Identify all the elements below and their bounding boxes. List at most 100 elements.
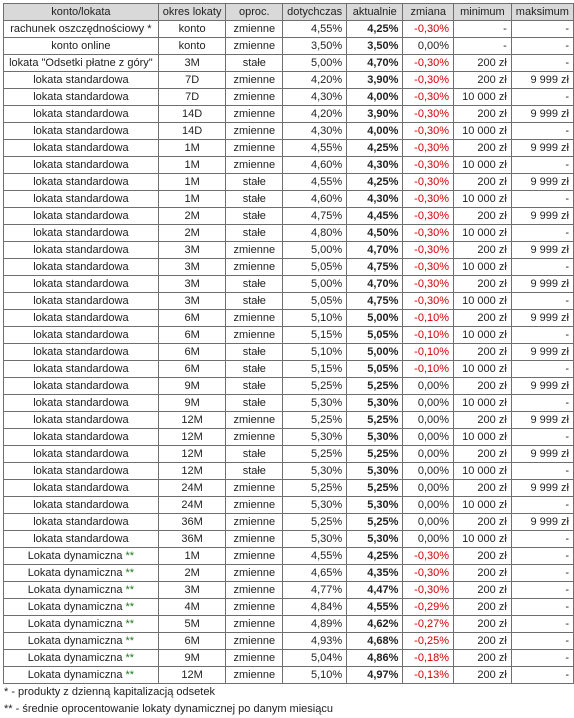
cell-product-name: lokata standardowa bbox=[3, 428, 159, 446]
cell-zmiana: -0,18% bbox=[402, 649, 455, 667]
cell-zmiana: -0,30% bbox=[402, 190, 455, 208]
cell-aktualnie: 5,30% bbox=[346, 462, 404, 480]
product-name: lokata standardowa bbox=[33, 431, 129, 443]
cell-minimum: 200 zł bbox=[453, 377, 512, 395]
cell-dotychczas: 4,20% bbox=[282, 105, 348, 123]
cell-okres: 12M bbox=[157, 666, 227, 684]
table-row: lokata standardowa 3M zmienne 5,00% 4,70% -0,… bbox=[3, 241, 574, 259]
cell-zmiana: -0,27% bbox=[402, 615, 455, 633]
cell-dotychczas: 5,30% bbox=[282, 530, 348, 548]
cell-dotychczas: 5,25% bbox=[282, 377, 348, 395]
cell-zmiana: 0,00% bbox=[402, 496, 455, 514]
cell-dotychczas: 4,30% bbox=[282, 88, 348, 106]
product-name: Lokata dynamiczna bbox=[27, 601, 123, 613]
cell-oproc: zmienne bbox=[225, 71, 284, 89]
cell-minimum: 200 zł bbox=[453, 411, 512, 429]
cell-minimum: 200 zł bbox=[453, 666, 512, 684]
product-name: lokata "Odsetki płatne z góry" bbox=[9, 57, 153, 69]
footnote-mark: ** bbox=[125, 635, 135, 647]
rates-table: konto/lokata okres lokaty oproc. dotychc… bbox=[3, 3, 574, 684]
table-row: lokata standardowa 14D zmienne 4,30% 4,00% -0… bbox=[3, 122, 574, 140]
cell-minimum: 200 zł bbox=[453, 445, 512, 463]
product-name: lokata standardowa bbox=[33, 516, 129, 528]
cell-maksimum: - bbox=[510, 326, 574, 344]
header-row: konto/lokata okres lokaty oproc. dotychc… bbox=[3, 3, 574, 21]
cell-minimum: 10 000 zł bbox=[453, 462, 512, 480]
footnote-mark: ** bbox=[125, 550, 135, 562]
table-row: lokata standardowa 6M stałe 5,10% 5,00% -0,10… bbox=[3, 343, 574, 361]
cell-maksimum: - bbox=[510, 190, 574, 208]
cell-dotychczas: 4,55% bbox=[282, 20, 348, 38]
cell-aktualnie: 5,30% bbox=[346, 496, 404, 514]
cell-maksimum: - bbox=[510, 649, 574, 667]
cell-aktualnie: 5,25% bbox=[346, 513, 404, 531]
cell-minimum: 10 000 zł bbox=[453, 394, 512, 412]
cell-oproc: zmienne bbox=[225, 122, 284, 140]
product-name: lokata standardowa bbox=[33, 465, 129, 477]
table-row: lokata standardowa 14D zmienne 4,20% 3,90% -0… bbox=[3, 105, 574, 123]
cell-okres: 3M bbox=[157, 292, 227, 310]
table-row: Lokata dynamiczna ** 6M zmienne 4,93% 4,68% -… bbox=[3, 632, 574, 650]
cell-dotychczas: 4,55% bbox=[282, 173, 348, 191]
product-name: lokata standardowa bbox=[33, 159, 129, 171]
cell-dotychczas: 5,05% bbox=[282, 292, 348, 310]
cell-minimum: 200 zł bbox=[453, 309, 512, 327]
cell-dotychczas: 4,80% bbox=[282, 224, 348, 242]
cell-dotychczas: 5,04% bbox=[282, 649, 348, 667]
cell-minimum: 10 000 zł bbox=[453, 428, 512, 446]
cell-dotychczas: 5,25% bbox=[282, 479, 348, 497]
cell-product-name: lokata standardowa bbox=[3, 377, 159, 395]
cell-oproc: stałe bbox=[225, 462, 284, 480]
cell-maksimum: - bbox=[510, 496, 574, 514]
cell-dotychczas: 5,10% bbox=[282, 309, 348, 327]
cell-okres: 6M bbox=[157, 326, 227, 344]
table-row: lokata standardowa 1M stałe 4,60% 4,30% -0,30… bbox=[3, 190, 574, 208]
product-name: lokata standardowa bbox=[33, 261, 129, 273]
cell-aktualnie: 4,62% bbox=[346, 615, 404, 633]
cell-dotychczas: 4,55% bbox=[282, 547, 348, 565]
cell-aktualnie: 3,50% bbox=[346, 37, 404, 55]
table-row: lokata standardowa 1M zmienne 4,55% 4,25% -0,… bbox=[3, 139, 574, 157]
cell-okres: 3M bbox=[157, 54, 227, 72]
footnote-double-star: ** - średnie oprocentowanie lokaty dynam… bbox=[4, 703, 333, 715]
cell-dotychczas: 5,10% bbox=[282, 666, 348, 684]
cell-zmiana: -0,10% bbox=[402, 360, 455, 378]
cell-oproc: zmienne bbox=[225, 428, 284, 446]
cell-okres: 6M bbox=[157, 632, 227, 650]
cell-dotychczas: 4,60% bbox=[282, 190, 348, 208]
cell-product-name: lokata standardowa bbox=[3, 105, 159, 123]
cell-zmiana: -0,10% bbox=[402, 326, 455, 344]
cell-oproc: zmienne bbox=[225, 139, 284, 157]
cell-okres: 3M bbox=[157, 581, 227, 599]
cell-zmiana: 0,00% bbox=[402, 394, 455, 412]
cell-product-name: Lokata dynamiczna ** bbox=[3, 649, 159, 667]
cell-aktualnie: 4,75% bbox=[346, 258, 404, 276]
cell-maksimum: 9 999 zł bbox=[510, 173, 574, 191]
cell-okres: 3M bbox=[157, 258, 227, 276]
cell-okres: 7D bbox=[157, 88, 227, 106]
table-row: Lokata dynamiczna ** 1M zmienne 4,55% 4,25% -… bbox=[3, 547, 574, 565]
cell-product-name: lokata standardowa bbox=[3, 190, 159, 208]
table-body: rachunek oszczędnościowy * konto zmienne 4,… bbox=[3, 20, 574, 684]
table-row: Lokata dynamiczna ** 5M zmienne 4,89% 4,62% -… bbox=[3, 615, 574, 633]
cell-oproc: zmienne bbox=[225, 615, 284, 633]
product-name: lokata standardowa bbox=[33, 108, 129, 120]
cell-okres: 1M bbox=[157, 139, 227, 157]
table-row: Lokata dynamiczna ** 3M zmienne 4,77% 4,47% -… bbox=[3, 581, 574, 599]
footnote-mark: * bbox=[147, 23, 152, 35]
cell-aktualnie: 4,70% bbox=[346, 241, 404, 259]
cell-dotychczas: 4,65% bbox=[282, 564, 348, 582]
cell-product-name: lokata standardowa bbox=[3, 71, 159, 89]
cell-oproc: zmienne bbox=[225, 581, 284, 599]
table-row: Lokata dynamiczna ** 9M zmienne 5,04% 4,86% -… bbox=[3, 649, 574, 667]
cell-okres: 1M bbox=[157, 156, 227, 174]
cell-product-name: lokata standardowa bbox=[3, 309, 159, 327]
cell-aktualnie: 4,45% bbox=[346, 207, 404, 225]
cell-oproc: zmienne bbox=[225, 105, 284, 123]
cell-minimum: 200 zł bbox=[453, 173, 512, 191]
cell-maksimum: 9 999 zł bbox=[510, 445, 574, 463]
table-row: lokata standardowa 3M zmienne 5,05% 4,75% -0,… bbox=[3, 258, 574, 276]
cell-okres: 2M bbox=[157, 564, 227, 582]
cell-maksimum: - bbox=[510, 632, 574, 650]
table-row: lokata standardowa 12M zmienne 5,30% 5,30% 0,… bbox=[3, 428, 574, 446]
